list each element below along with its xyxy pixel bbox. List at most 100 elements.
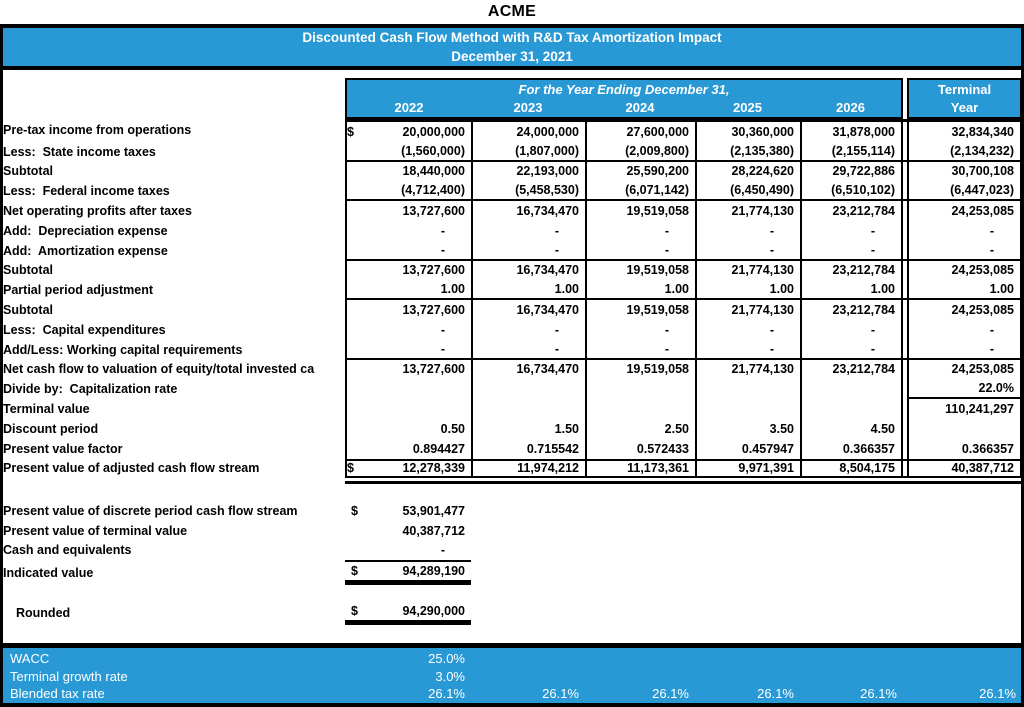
cell-value: (6,071,142): [625, 183, 689, 198]
value-cell: 19,519,058: [585, 300, 695, 320]
value-cell: 0.572433: [585, 438, 695, 459]
cell-value: (2,155,114): [831, 143, 895, 158]
value-cell: (1,807,000): [471, 141, 585, 162]
value-cell: -: [800, 339, 903, 360]
value-cell: 24,000,000: [471, 119, 585, 142]
value-cell: [800, 379, 903, 400]
value-cell: -: [471, 319, 585, 340]
cell-value: 32,834,340: [951, 124, 1014, 139]
assumption-row: Terminal growth rate 3.0%: [0, 668, 1024, 686]
assumption-value: [800, 668, 903, 686]
value-cell: [585, 379, 695, 400]
summary-value: 53,901,477: [402, 503, 465, 518]
value-cell: 21,774,130: [695, 260, 800, 281]
cell-value: 30,700,108: [951, 164, 1014, 179]
value-cell: -: [585, 240, 695, 261]
cell-value: 0.366357: [842, 441, 895, 456]
value-cell: 0.457947: [695, 438, 800, 459]
terminal-cell: 0.366357: [907, 438, 1022, 459]
table-row: Present value of adjusted cash flow stre…: [0, 458, 1022, 479]
cell-value: 19,519,058: [626, 263, 689, 278]
cell-value: -: [554, 341, 559, 356]
cell-value: (1,560,000): [401, 143, 465, 158]
value-cell: [345, 399, 471, 419]
summary-value-cell: $94,290,000: [345, 601, 471, 626]
value-cell: 1.00: [585, 280, 695, 301]
assumption-row: WACC 25.0%: [0, 650, 1024, 668]
cell-value: -: [440, 341, 445, 356]
column-gap: [903, 119, 907, 142]
cell-value: (2,134,232): [950, 143, 1014, 158]
assumption-value-text: 26.1%: [757, 686, 794, 702]
value-cell: 0.366357: [800, 438, 903, 459]
cell-value: -: [554, 242, 559, 257]
row-label: Add/Less: Working capital requirements: [3, 342, 243, 357]
cell-value: 23,212,784: [832, 362, 895, 377]
value-cell: [800, 399, 903, 419]
cell-value: -: [664, 242, 669, 257]
cell-value: 21,774,130: [731, 263, 794, 278]
cell-value: 18,440,000: [402, 164, 465, 179]
value-cell: 31,878,000: [800, 119, 903, 142]
summary-label: Rounded: [16, 606, 71, 621]
summary-value: 94,289,190: [402, 564, 465, 579]
assumption-value: [585, 668, 695, 686]
value-cell: 11,173,361: [585, 458, 695, 479]
table-row: Present value factor 0.894427 0.715542 0.57…: [0, 438, 1022, 459]
value-cell: 16,734,470: [471, 260, 585, 281]
table-row: Terminal value 110,241,297: [0, 399, 1022, 419]
cell-value: 2.50: [664, 421, 689, 436]
years-span-label: For the Year Ending December 31,: [518, 82, 730, 97]
cell-value: -: [664, 322, 669, 337]
value-cell: -: [585, 339, 695, 360]
assumption-row: Blended tax rate 26.1% 26.1% 26.1% 26.1% 26.1…: [0, 685, 1024, 703]
assumption-label: Blended tax rate: [10, 686, 105, 702]
row-label: Less: State income taxes: [3, 144, 156, 159]
cell-value: -: [769, 223, 774, 238]
terminal-cell: 24,253,085: [907, 300, 1022, 320]
table-row: Subtotal 13,727,600 16,734,470 19,519,058 21…: [0, 260, 1022, 281]
value-cell: 11,974,212: [471, 458, 585, 479]
summary-label: Present value of terminal value: [3, 523, 188, 538]
year-header: 2026: [836, 100, 865, 115]
row-label: Net cash flow to valuation of equity/tot…: [3, 362, 315, 377]
cell-value: 27,600,000: [626, 124, 689, 139]
value-cell: 19,519,058: [585, 260, 695, 281]
assumption-value: [585, 650, 695, 668]
cell-value: 30,360,000: [731, 124, 794, 139]
dollar-sign: $: [347, 461, 354, 476]
cell-value: 8,504,175: [839, 461, 895, 476]
cell-value: 0.894427: [412, 441, 465, 456]
terminal-label-line1: Terminal: [937, 82, 992, 97]
terminal-cell: 30,700,108: [907, 161, 1022, 182]
column-gap: [903, 181, 907, 202]
assumption-value-text: 26.1%: [860, 686, 897, 702]
cell-value: 22.0%: [978, 381, 1014, 396]
cell-value: 1.50: [554, 421, 579, 436]
cell-value: 1.00: [989, 282, 1014, 297]
terminal-header-box: Terminal Year: [907, 78, 1022, 119]
cell-value: 1.00: [870, 282, 895, 297]
value-cell: [345, 379, 471, 400]
cell-value: -: [440, 223, 445, 238]
terminal-cell: 24,253,085: [907, 201, 1022, 221]
cell-value: -: [870, 341, 875, 356]
value-cell: 16,734,470: [471, 300, 585, 320]
row-label: Less: Federal income taxes: [3, 184, 170, 199]
assumption-value-text: 26.1%: [652, 686, 689, 702]
value-cell: -: [800, 319, 903, 340]
value-cell: -: [345, 319, 471, 340]
assumption-value: 25.0%: [345, 650, 471, 668]
cell-value: 28,224,620: [731, 164, 794, 179]
cell-value: -: [870, 223, 875, 238]
cell-value: 11,974,212: [517, 461, 579, 476]
cell-value: 4.50: [870, 421, 895, 436]
terminal-cell: (6,447,023): [907, 181, 1022, 202]
column-gap: [903, 142, 907, 162]
summary-value-cell: $94,289,190: [345, 560, 471, 586]
value-cell: 1.00: [471, 280, 585, 301]
value-cell: 19,519,058: [585, 201, 695, 221]
assumption-value: [471, 650, 585, 668]
value-cell: 4.50: [800, 418, 903, 439]
value-cell: 18,440,000: [345, 161, 471, 182]
